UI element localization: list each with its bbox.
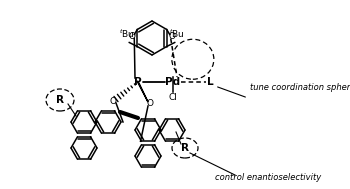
Text: O: O [147, 98, 154, 108]
Text: Pd: Pd [166, 77, 181, 87]
Text: $^t$Bu: $^t$Bu [119, 27, 135, 40]
Text: Cl: Cl [169, 94, 177, 102]
Text: R: R [56, 95, 64, 105]
Text: $^t$Bu: $^t$Bu [169, 27, 185, 40]
Text: tune coordination sphere: tune coordination sphere [250, 84, 350, 92]
Text: control enantioselectivity: control enantioselectivity [215, 174, 321, 183]
Text: O: O [110, 97, 117, 105]
Text: P: P [134, 77, 142, 87]
Text: L: L [207, 77, 213, 87]
Text: O: O [168, 32, 175, 41]
Text: O: O [129, 32, 136, 41]
Text: R: R [181, 143, 189, 153]
Polygon shape [137, 81, 148, 102]
